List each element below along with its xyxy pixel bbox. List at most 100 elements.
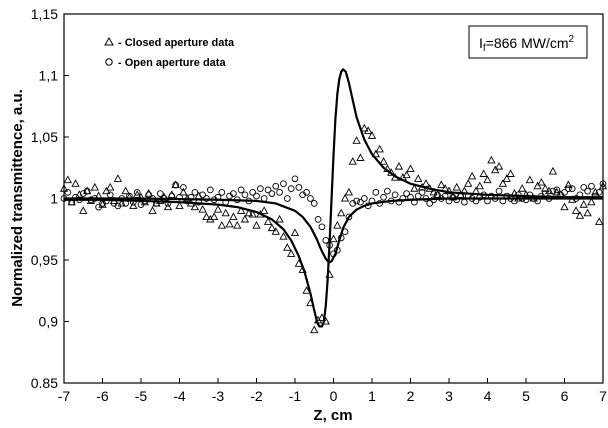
legend-circle-marker xyxy=(105,58,113,66)
legend-closed-label: - Closed aperture data xyxy=(118,37,235,49)
open-aperture-point xyxy=(453,196,461,204)
closed-aperture-point xyxy=(375,144,384,153)
closed-aperture-point xyxy=(367,131,377,139)
closed-aperture-point xyxy=(421,179,431,187)
open-aperture-point xyxy=(272,182,280,190)
closed-aperture-point xyxy=(363,126,373,134)
open-aperture-point xyxy=(291,175,299,183)
open-aperture-point xyxy=(264,186,272,194)
closed-aperture-point xyxy=(414,174,423,182)
open-aperture-point xyxy=(310,200,318,207)
closed-aperture-point xyxy=(213,205,223,213)
closed-aperture-point xyxy=(183,193,192,202)
intensity-annotation: If=866 MW/cm2 xyxy=(468,25,588,59)
closed-aperture-point xyxy=(379,157,388,165)
open-aperture-point xyxy=(580,184,588,191)
closed-aperture-point xyxy=(452,182,461,191)
closed-aperture-point xyxy=(352,136,361,144)
closed-aperture-point xyxy=(591,187,600,196)
x-tick-label: 0 xyxy=(330,388,338,404)
closed-aperture-point xyxy=(467,171,477,180)
legend-triangle-marker xyxy=(104,36,114,46)
closed-aperture-point xyxy=(406,164,415,173)
closed-aperture-point xyxy=(221,208,230,217)
open-aperture-point xyxy=(380,193,387,201)
x-tick-label: -1 xyxy=(289,388,302,404)
open-aperture-point xyxy=(156,190,164,197)
open-aperture-point xyxy=(114,202,122,210)
closed-aperture-point xyxy=(129,201,138,209)
x-tick-label: 3 xyxy=(445,388,453,404)
annotation-superscript: 2 xyxy=(569,34,575,45)
closed-aperture-point xyxy=(483,175,492,184)
open-aperture-point xyxy=(595,189,603,196)
closed-aperture-point xyxy=(552,187,561,196)
ticks-layer: -7 -6 -5 -4 -3 -2 -1 0 1 2 3 4 5 6 7 0.85 0,9 0,95 1 1,05 1,… xyxy=(31,6,607,404)
open-aperture-point xyxy=(268,190,276,197)
closed-aperture-point xyxy=(502,174,511,182)
closed-aperture-point xyxy=(560,202,569,211)
closed-aperture-point xyxy=(344,187,354,196)
open-aperture-point xyxy=(564,185,572,193)
closed-aperture-point xyxy=(240,214,250,223)
open-aperture-point xyxy=(426,200,434,207)
open-aperture-point xyxy=(249,189,257,196)
open-aperture-point xyxy=(568,185,576,193)
closed-aperture-point xyxy=(275,214,284,223)
closed-aperture-point xyxy=(444,186,454,195)
closed-aperture-point xyxy=(356,153,365,161)
closed-aperture-point xyxy=(190,202,200,211)
open-aperture-point xyxy=(384,187,391,195)
y-tick-label: 0,95 xyxy=(31,252,58,268)
closed-aperture-point xyxy=(329,234,338,243)
closed-aperture-point xyxy=(271,227,280,235)
closed-aperture-point xyxy=(333,221,342,229)
x-tick-label: 4 xyxy=(484,388,492,404)
open-aperture-point xyxy=(280,180,287,188)
closed-aperture-point xyxy=(429,187,438,196)
closed-aperture-point xyxy=(479,169,488,177)
fit-curve-2 xyxy=(64,68,603,328)
open-aperture-point xyxy=(399,195,407,202)
closed-aperture-point xyxy=(229,212,238,221)
closed-aperture-point xyxy=(209,212,219,221)
open-aperture-point xyxy=(64,189,72,196)
open-aperture-point xyxy=(230,190,237,197)
closed-aperture-point xyxy=(537,177,546,186)
open-aperture-point xyxy=(434,191,441,199)
closed-aperture-point xyxy=(263,217,273,225)
closed-aperture-point xyxy=(487,155,496,164)
open-aperture-point xyxy=(295,184,303,191)
closed-aperture-point xyxy=(179,187,188,196)
open-aperture-point xyxy=(206,186,214,194)
closed-aperture-point xyxy=(175,201,184,209)
closed-aperture-point xyxy=(163,202,173,211)
open-aperture-point xyxy=(360,195,368,202)
open-aperture-point xyxy=(303,189,310,196)
closed-aperture-point xyxy=(310,325,319,334)
open-aperture-point xyxy=(353,197,360,205)
x-tick-label: 1 xyxy=(368,388,376,404)
annotation-box xyxy=(468,25,588,59)
closed-aperture-point xyxy=(517,184,527,192)
y-tick-label: 1 xyxy=(50,191,58,207)
open-aperture-point xyxy=(283,195,291,202)
y-tick-label: 0,9 xyxy=(39,314,59,330)
x-axis-title: Z, cm xyxy=(313,407,352,424)
closed-aperture-point xyxy=(348,157,357,165)
open-aperture-point xyxy=(553,186,561,194)
closed-aperture-point xyxy=(498,179,508,187)
annotation-value: =866 MW/cm xyxy=(486,35,569,51)
open-aperture-point xyxy=(237,186,245,194)
closed-aperture-point xyxy=(494,161,504,170)
closed-aperture-point xyxy=(248,209,257,218)
open-aperture-point xyxy=(584,187,591,195)
closed-aperture-point xyxy=(506,169,515,177)
x-tick-label: -3 xyxy=(212,388,225,404)
open-aperture-point xyxy=(253,192,260,200)
open-aperture-point xyxy=(287,185,295,193)
open-aperture-point xyxy=(307,195,314,202)
closed-aperture-point xyxy=(113,174,123,182)
closed-aperture-point xyxy=(98,200,107,208)
